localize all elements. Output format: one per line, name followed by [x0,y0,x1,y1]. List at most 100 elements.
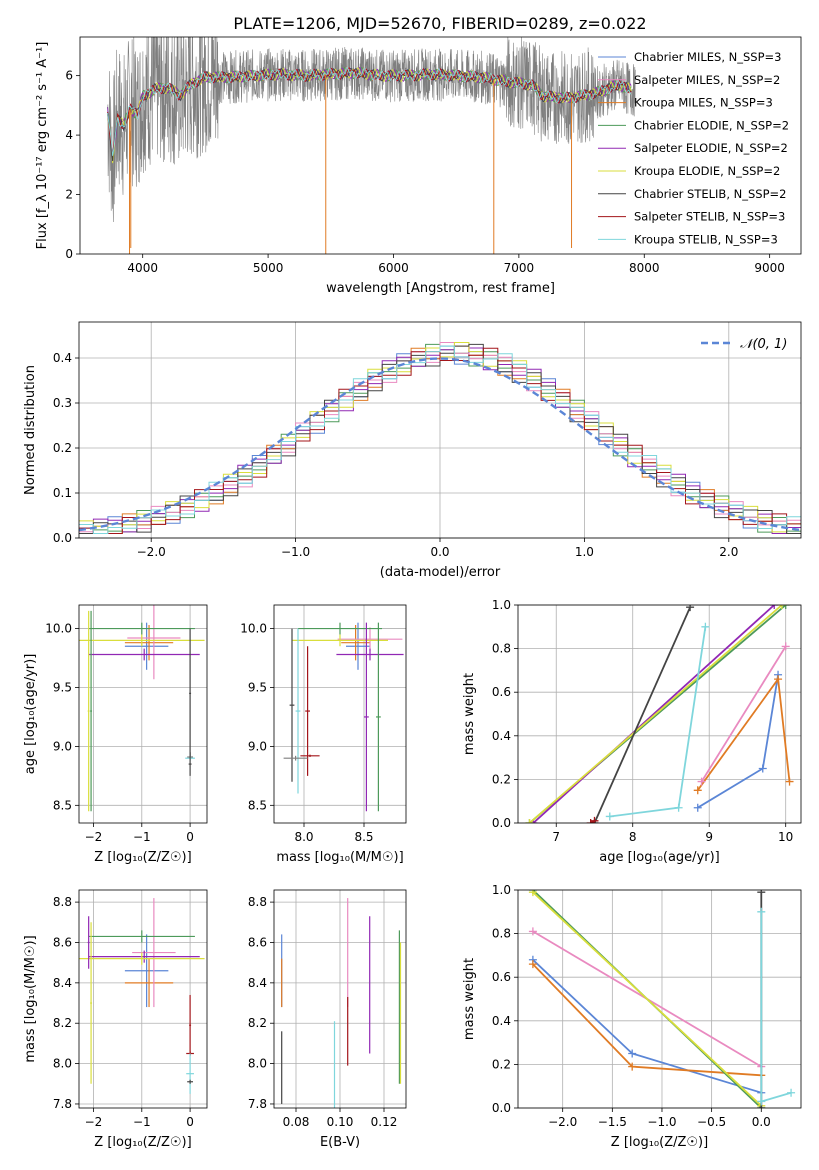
y-tick-label: 8.8 [248,895,267,909]
mass-weight-vs-metallicity-panel: −2.0 −1.5 −1.0 −0.5 0.0 0.0 0.2 0.4 0.6 0.8 1.0 Z [… [462,883,802,1150]
y-tick-label: 8.0 [248,1057,267,1071]
y-tick-label: 9.0 [53,739,72,753]
x-tick-label: 0 [186,830,194,844]
x-axis-label: E(B-V) [320,1135,360,1150]
normal-curve [79,357,801,532]
model-spectrum-line [107,67,632,156]
legend-label: Salpeter ELODIE, N_SSP=2 [634,141,788,155]
data-spectrum-line [107,37,636,223]
data-point-marker [693,803,702,812]
y-tick-label: 1.0 [492,883,511,897]
x-tick-label: −1.0 [647,1115,676,1129]
y-tick-label: 0.4 [53,351,72,365]
spectrum-panel: Chabrier MILES, N_SSP=3 Salpeter MILES, N… [35,36,802,296]
y-tick-label: 8.2 [248,1016,267,1030]
y-axis-label: mass weight [462,673,477,755]
y-tick-label: 7.8 [248,1097,267,1111]
y-tick-label: 0.6 [492,970,511,984]
mass-weight-line [760,911,792,1103]
x-tick-label: −2 [85,830,103,844]
x-tick-label: 8.5 [354,830,373,844]
data-point-marker [693,786,702,795]
plot-area [528,890,796,1108]
data-point-marker [757,890,766,897]
model-spectrum-line [107,67,632,155]
data-point-marker [701,622,710,631]
axes-frame [273,604,407,824]
data-point-marker [697,777,706,786]
x-tick-label: 7 [552,830,560,844]
y-tick-label: 0.0 [492,1101,511,1115]
y-tick-label: 8.6 [53,935,72,949]
axes-frame [79,36,802,255]
data-point-marker [528,960,537,969]
y-tick-label: 8.4 [53,976,72,990]
x-tick-label: 8.0 [294,830,313,844]
y-tick-label: 0.8 [492,642,511,656]
y-tick-label: 0.2 [53,441,72,455]
axes-frame [78,889,208,1109]
data-point-marker [528,890,537,897]
data-point-marker [525,819,534,823]
x-tick-label: 0.10 [327,1115,354,1129]
data-point-marker [777,605,786,609]
y-tick-label: 0.8 [492,927,511,941]
y-axis-label: Flux [f_λ 10⁻¹⁷ erg cm⁻² s⁻¹ A⁻¹] [35,42,50,250]
data-point-marker [770,605,779,609]
x-tick-label: 5000 [253,261,284,275]
data-point-marker [758,764,767,773]
y-axis-label: Normed distribution [23,365,38,495]
plot-area [79,605,205,812]
legend-label: 𝒩(0, 1) [740,337,787,352]
legend-label: Salpeter STELIB, N_SSP=3 [634,210,785,224]
x-tick-label: −1 [133,1115,151,1129]
x-tick-label: 0.0 [752,1115,771,1129]
x-tick-label: −1 [133,830,151,844]
y-tick-label: 10.0 [45,622,72,636]
mass-weight-line [609,626,707,818]
y-tick-label: 1.0 [492,598,511,612]
y-tick-label: 0.4 [492,1014,511,1028]
plot-area [283,622,404,812]
y-tick-label: 10.0 [240,622,267,636]
x-axis-label: (data-model)/error [380,565,501,580]
x-tick-label: 4000 [127,261,158,275]
x-tick-label: 7000 [504,261,535,275]
y-tick-label: 8.5 [53,798,72,812]
mass-weight-line [532,891,762,1107]
x-axis-label: Z [log₁₀(Z/Z☉)] [611,1135,708,1150]
y-tick-label: 0.0 [492,816,511,830]
data-point-marker [757,907,766,916]
mass-weight-line [532,605,775,823]
data-point-marker [528,927,537,936]
mass-vs-metallicity-panel: −2 −1 0 7.8 8.0 8.2 8.4 8.6 8.8 Z [log₁₀(Z/Z☉)] ma… [23,889,208,1150]
y-tick-label: 8.5 [248,798,267,812]
legend-label: Salpeter MILES, N_SSP=2 [634,73,780,87]
y-tick-label: 0.4 [492,729,511,743]
y-tick-label: 0 [65,247,73,261]
x-tick-label: 0.08 [283,1115,310,1129]
age-vs-metallicity-panel: −2 −1 0 8.5 9.0 9.5 10.0 Z [log₁₀(Z/Z☉)] age [lo… [23,604,208,865]
data-point-marker [674,803,683,812]
x-tick-label: 6000 [378,261,409,275]
x-axis-label: wavelength [Angstrom, rest frame] [326,281,555,296]
legend-label: Chabrier ELODIE, N_SSP=2 [634,118,789,132]
y-tick-label: 4 [65,128,73,142]
data-point-marker [787,1088,796,1097]
x-tick-label: −2.0 [137,545,166,559]
x-tick-label: 0 [186,1115,194,1129]
y-axis-label: mass weight [462,958,477,1040]
y-tick-label: 0.0 [53,531,72,545]
y-tick-label: 6 [65,69,73,83]
y-tick-label: 8.4 [248,976,267,990]
residual-histogram-panel: 𝒩(0, 1) −2.0 −1.0 0.0 1.0 2.0 0.0 0.1 0.2 0.3 0.4 (… [23,321,802,580]
plot-area [107,37,636,254]
x-tick-label: 9000 [754,261,785,275]
data-point-marker [781,642,790,651]
y-tick-label: 8.0 [53,1057,72,1071]
legend-label: Chabrier STELIB, N_SSP=2 [634,187,786,201]
x-tick-label: −0.5 [697,1115,726,1129]
x-tick-label: −2 [85,1115,103,1129]
y-tick-label: 8.6 [248,935,267,949]
